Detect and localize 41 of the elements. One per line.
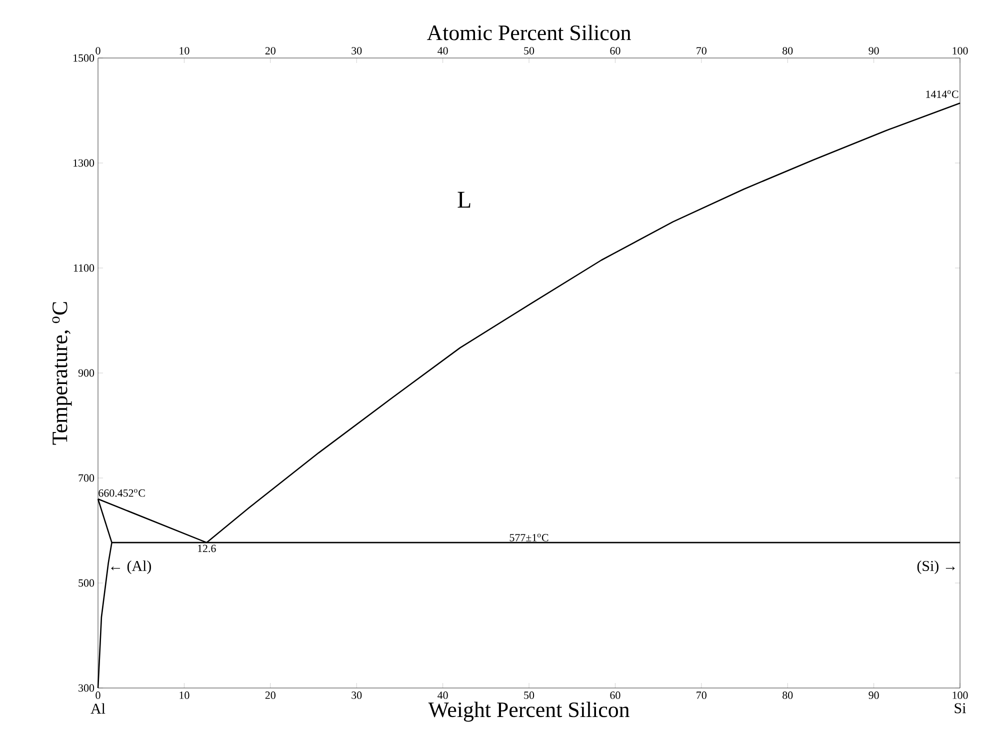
x-tick-label: 70 (696, 47, 706, 54)
x2-axis-title: Atomic Percent Silicon (426, 24, 631, 40)
x2-tick-label: 60 (610, 692, 620, 699)
annotation: 660.452$^{o}$C (98, 489, 145, 497)
annotation: (Si) → (917, 560, 955, 574)
y-tick-label: 1500 (74, 54, 94, 62)
y-axis-title: Temperature, $^{o}$C (52, 302, 72, 445)
y-tick-label: 900 (78, 369, 94, 377)
x2-tick-label: 40 (438, 692, 448, 699)
x-tick-label: 60 (610, 47, 620, 54)
text: Si (954, 703, 966, 714)
annotation: ← (Al) (111, 560, 151, 574)
x2-tick-label: 0 (96, 692, 100, 699)
y-tick-label: 700 (78, 474, 94, 482)
x-tick-label: 80 (782, 47, 793, 54)
x-tick-label: 50 (524, 47, 534, 54)
annotation: 1414$^{o}$C (926, 90, 958, 98)
y-tick-label: 1300 (74, 159, 94, 167)
x2-tick-label: 50 (524, 692, 534, 699)
x-tick-label: 40 (438, 47, 448, 54)
x-tick-label: 0 (96, 47, 100, 54)
x2-tick-label: 80 (782, 692, 793, 699)
text: Al (90, 703, 106, 714)
x-tick-label: 20 (265, 47, 276, 54)
y-tick-label: 500 (78, 579, 94, 587)
x2-tick-label: 10 (180, 692, 190, 699)
y-tick-label: 300 (78, 684, 94, 692)
annotation: 577±1$^{o}$C (510, 534, 548, 542)
x-tick-label: 30 (352, 47, 362, 54)
x-tick-label: 100 (952, 47, 968, 54)
x2-tick-label: 100 (952, 692, 968, 699)
annotation: 12.6 (198, 544, 216, 552)
y-tick-label: 1100 (74, 264, 94, 272)
x-tick-label: 10 (180, 47, 190, 54)
x2-tick-label: 70 (696, 692, 706, 699)
annotation: L (458, 192, 470, 208)
x-tick-label: 90 (868, 47, 879, 54)
x2-tick-label: 20 (265, 692, 276, 699)
x-axis-title: Weight Percent Silicon (428, 702, 630, 722)
x2-tick-label: 30 (352, 692, 362, 699)
x2-tick-label: 90 (868, 692, 879, 699)
